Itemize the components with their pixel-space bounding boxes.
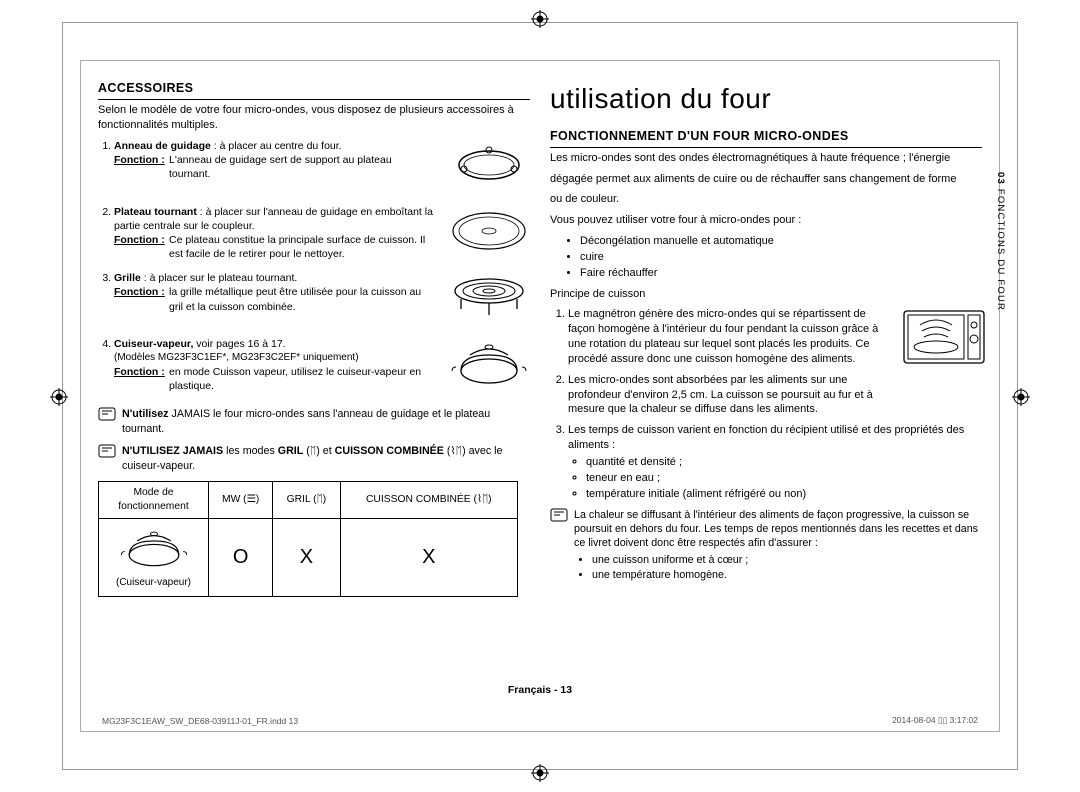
- grill-rack-icon: [446, 271, 532, 323]
- cell-combi: X: [340, 518, 517, 596]
- crop-mark-left: [50, 388, 68, 406]
- right-column: utilisation du four Fonctionnement d'un …: [550, 80, 982, 597]
- chapter-tab: 03 FONCTIONS DU FOUR: [995, 172, 1006, 311]
- cell-mw: O: [209, 518, 273, 596]
- th-mode: Mode de fonctionnement: [99, 482, 209, 519]
- warn2-p3: GRIL: [278, 445, 304, 457]
- acc3-fn: la grille métallique peut être utilisée …: [169, 285, 434, 313]
- row-label-cell: (Cuiseur-vapeur): [99, 518, 209, 596]
- footer-filename: MG23F3C1EAW_SW_DE68-03911J-01_FR.indd 13: [102, 716, 298, 726]
- princ-1: Le magnétron génère des micro-ondes qui …: [568, 307, 982, 366]
- warning-icon: [98, 444, 116, 458]
- op-para3: ou de couleur.: [550, 192, 982, 207]
- crop-mark-right: [1012, 388, 1030, 406]
- acc4-desc: voir pages 16 à 17.: [193, 338, 285, 350]
- crop-mark-top: [531, 10, 549, 28]
- p3-3: température initiale (aliment réfrigéré …: [586, 487, 982, 502]
- chapter-number: 03: [995, 172, 1006, 185]
- hn-1: une cuisson uniforme et à cœur ;: [592, 553, 982, 567]
- acc4-fn: en mode Cuisson vapeur, utilisez le cuis…: [169, 365, 434, 393]
- th-combi: CUISSON COMBINÉE (⌇ᛖ): [340, 482, 517, 519]
- warn2-p5: CUISSON COMBINÉE: [335, 445, 444, 457]
- acc1-title: Anneau de guidage: [114, 140, 211, 152]
- acc2-fn: Ce plateau constitue la principale surfa…: [169, 233, 434, 261]
- accessory-item-2: Plateau tournant : à placer sur l'anneau…: [114, 205, 530, 262]
- op-para2: dégagée permet aux aliments de cuire ou …: [550, 172, 982, 187]
- acc3-fn-label: Fonction :: [114, 285, 169, 313]
- heat-note: La chaleur se diffusant à l'intérieur de…: [550, 508, 982, 589]
- heatnote-list: une cuisson uniforme et à cœur ; une tem…: [574, 553, 982, 583]
- page-number: Français - 13: [98, 684, 982, 696]
- heatnote-text: La chaleur se diffusant à l'intérieur de…: [574, 509, 978, 550]
- warn2-p4: (ᛖ) et: [303, 445, 334, 457]
- acc2-fn-label: Fonction :: [114, 233, 169, 261]
- use-1: Décongélation manuelle et automatique: [580, 234, 982, 249]
- crop-mark-bottom: [531, 764, 549, 782]
- roller-ring-icon: [446, 139, 532, 191]
- usage-heading: utilisation du four: [550, 80, 982, 118]
- footer-timestamp: 2014-08-04 ▯▯ 3:17:02: [892, 715, 978, 726]
- warn1-bold: N'utilisez: [122, 408, 169, 420]
- princ3-list: quantité et densité ; teneur en eau ; te…: [568, 455, 982, 502]
- op-para1: Les micro-ondes sont des ondes électroma…: [550, 151, 982, 166]
- princ-3-text: Les temps de cuisson varient en fonction…: [568, 424, 964, 451]
- left-column: Accessoires Selon le modèle de votre fou…: [98, 80, 530, 597]
- princ-3: Les temps de cuisson varient en fonction…: [568, 423, 982, 501]
- warn2-p1: N'UTILISEZ JAMAIS: [122, 445, 223, 457]
- p3-2: teneur en eau ;: [586, 471, 982, 486]
- p3-1: quantité et densité ;: [586, 455, 982, 470]
- chapter-title: FONCTIONS DU FOUR: [995, 189, 1006, 311]
- warn2-p2: les modes: [223, 445, 278, 457]
- uses-list: Décongélation manuelle et automatique cu…: [550, 234, 982, 281]
- use-2: cuire: [580, 250, 982, 265]
- operation-heading: Fonctionnement d'un four micro-ondes: [550, 128, 982, 148]
- warning-2: N'UTILISEZ JAMAIS les modes GRIL (ᛖ) et …: [98, 444, 530, 473]
- warning-icon: [98, 407, 116, 421]
- accessories-heading: Accessoires: [98, 80, 530, 100]
- principle-label: Principe de cuisson: [550, 287, 982, 302]
- warning-icon: [550, 508, 568, 522]
- turntable-icon: [446, 205, 532, 257]
- principle-list: Le magnétron génère des micro-ondes qui …: [550, 307, 982, 501]
- princ-1-text: Le magnétron génère des micro-ondes qui …: [568, 308, 878, 365]
- acc1-desc: : à placer au centre du four.: [211, 140, 342, 152]
- princ-2: Les micro-ondes sont absorbées par les a…: [568, 373, 982, 418]
- th-mw: MW (☰): [209, 482, 273, 519]
- mode-compat-table: Mode de fonctionnement MW (☰) GRIL (ᛖ) C…: [98, 481, 518, 597]
- warning-1: N'utilisez JAMAIS le four micro-ondes sa…: [98, 407, 530, 436]
- acc4-sub: (Modèles MG23F3C1EF*, MG23F3C2EF* unique…: [114, 351, 434, 365]
- cell-grill: X: [273, 518, 340, 596]
- accessories-intro: Selon le modèle de votre four micro-onde…: [98, 103, 530, 133]
- steam-cooker-icon: [446, 337, 532, 389]
- op-para4: Vous pouvez utiliser votre four à micro-…: [550, 213, 982, 228]
- acc2-title: Plateau tournant: [114, 206, 197, 218]
- row-label-text: (Cuiseur-vapeur): [105, 576, 202, 590]
- acc4-title: Cuiseur-vapeur,: [114, 338, 193, 350]
- acc1-fn: L'anneau de guidage sert de support au p…: [169, 153, 434, 181]
- acc3-desc: : à placer sur le plateau tournant.: [141, 272, 297, 284]
- accessory-item-4: Cuiseur-vapeur, voir pages 16 à 17. (Mod…: [114, 337, 530, 397]
- th-grill: GRIL (ᛖ): [273, 482, 340, 519]
- accessory-item-3: Grille : à placer sur le plateau tournan…: [114, 271, 530, 327]
- accessory-item-1: Anneau de guidage : à placer au centre d…: [114, 139, 530, 195]
- acc4-fn-label: Fonction :: [114, 365, 169, 393]
- acc3-title: Grille: [114, 272, 141, 284]
- acc1-fn-label: Fonction :: [114, 153, 169, 181]
- warn1-text: JAMAIS le four micro-ondes sans l'anneau…: [122, 408, 490, 434]
- page-content: 03 FONCTIONS DU FOUR Accessoires Selon l…: [98, 80, 982, 720]
- hn-2: une température homogène.: [592, 568, 982, 582]
- steam-cooker-icon: [114, 525, 194, 571]
- microwave-illustration-icon: [900, 305, 988, 371]
- accessories-list: Anneau de guidage : à placer au centre d…: [98, 139, 530, 398]
- use-3: Faire réchauffer: [580, 266, 982, 281]
